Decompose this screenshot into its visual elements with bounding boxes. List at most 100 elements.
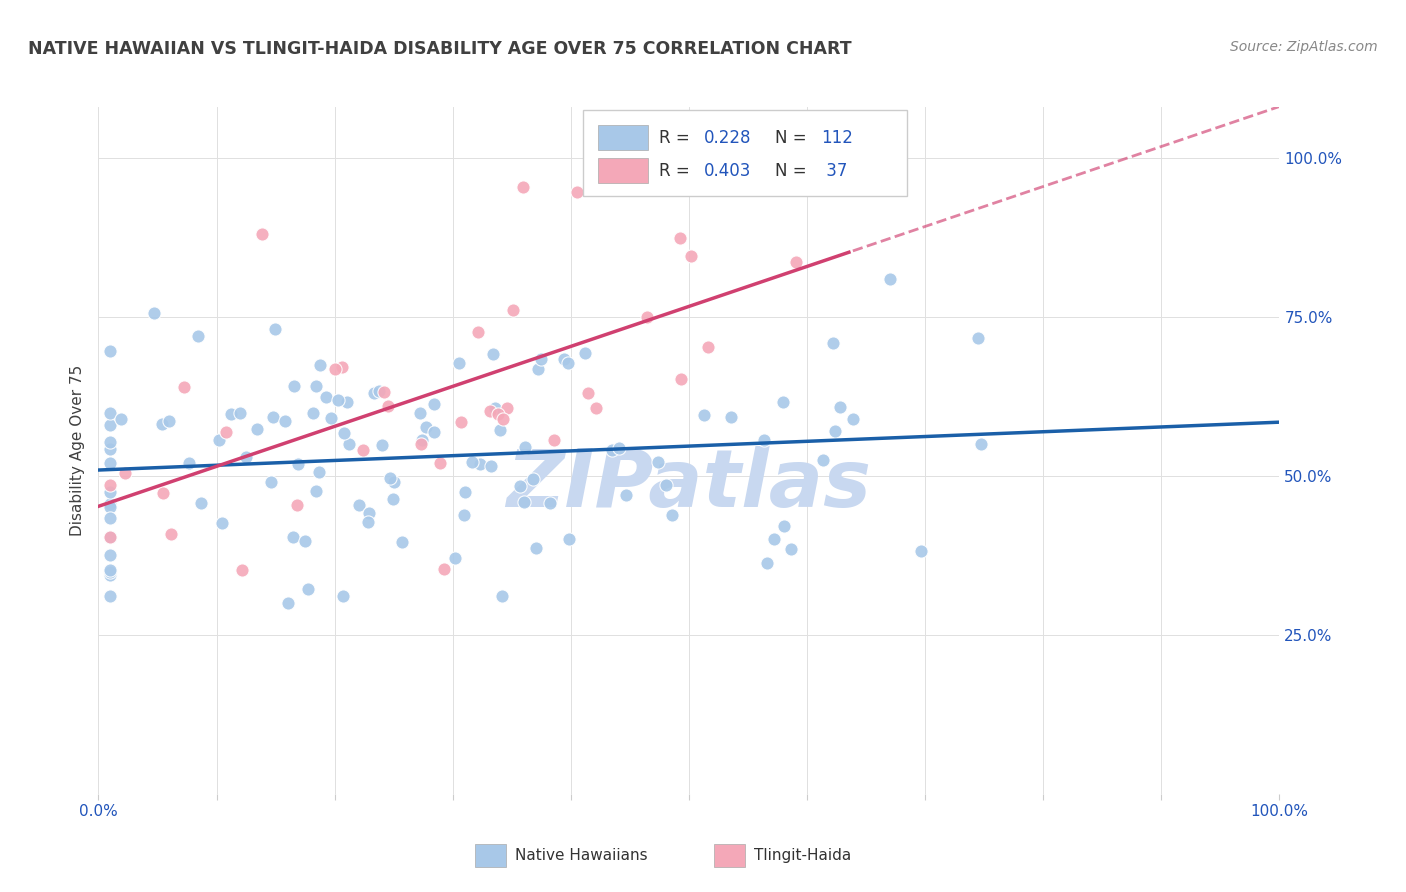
- Point: [305, 484, 328, 499]
- Point: [277, 596, 299, 610]
- Point: [482, 347, 505, 361]
- Point: [495, 401, 517, 415]
- Point: [377, 399, 399, 413]
- Point: [336, 394, 359, 409]
- Point: [669, 372, 692, 386]
- Point: [294, 533, 316, 548]
- Point: [98, 497, 121, 511]
- Point: [98, 589, 121, 603]
- Point: [287, 457, 309, 471]
- FancyBboxPatch shape: [598, 125, 648, 150]
- Point: [821, 335, 844, 350]
- Point: [98, 435, 121, 450]
- Point: [636, 310, 658, 325]
- Point: [98, 548, 121, 562]
- Point: [970, 437, 993, 451]
- Point: [380, 470, 402, 484]
- Point: [285, 498, 308, 512]
- Point: [382, 475, 405, 490]
- Point: [263, 322, 285, 336]
- Point: [879, 272, 901, 286]
- Point: [553, 351, 575, 366]
- Point: [411, 433, 433, 447]
- Point: [152, 486, 174, 500]
- Point: [453, 508, 475, 522]
- Point: [246, 422, 269, 436]
- Point: [98, 530, 121, 544]
- Point: [215, 425, 238, 439]
- Point: [415, 420, 437, 434]
- Point: [509, 479, 531, 493]
- Point: [429, 456, 451, 470]
- Point: [231, 563, 253, 577]
- Text: 0.228: 0.228: [704, 128, 752, 146]
- Point: [486, 408, 509, 422]
- Point: [352, 443, 374, 458]
- Point: [647, 455, 669, 469]
- Point: [98, 478, 121, 492]
- Point: [219, 407, 242, 421]
- Point: [152, 417, 174, 432]
- Point: [110, 412, 132, 426]
- Point: [319, 411, 342, 425]
- Point: [522, 472, 544, 486]
- Point: [98, 485, 121, 500]
- Point: [530, 352, 553, 367]
- Point: [229, 407, 252, 421]
- Point: [526, 362, 548, 376]
- Point: [576, 386, 599, 401]
- Point: [538, 496, 561, 510]
- Point: [98, 456, 121, 470]
- Text: 37: 37: [821, 161, 848, 180]
- FancyBboxPatch shape: [598, 159, 648, 183]
- Text: Tlingit-Haida: Tlingit-Haida: [754, 848, 851, 863]
- Point: [449, 356, 471, 370]
- Point: [574, 346, 596, 360]
- Point: [478, 403, 501, 417]
- Text: 112: 112: [821, 128, 853, 146]
- Point: [262, 409, 284, 424]
- Text: 0.403: 0.403: [704, 161, 752, 180]
- Point: [337, 436, 360, 450]
- FancyBboxPatch shape: [582, 111, 907, 196]
- Text: N =: N =: [775, 128, 813, 146]
- Point: [467, 325, 489, 339]
- Point: [841, 411, 863, 425]
- Point: [600, 443, 623, 458]
- Point: [513, 495, 536, 509]
- Point: [557, 356, 579, 370]
- Point: [391, 534, 413, 549]
- Point: [308, 465, 330, 479]
- Point: [423, 425, 446, 440]
- Point: [492, 412, 515, 426]
- Point: [543, 433, 565, 447]
- Point: [488, 423, 510, 437]
- Point: [260, 475, 283, 490]
- Point: [614, 488, 637, 502]
- Text: R =: R =: [659, 161, 696, 180]
- Point: [697, 340, 720, 354]
- Point: [332, 589, 354, 603]
- Point: [661, 508, 683, 523]
- Point: [98, 568, 121, 582]
- Point: [309, 358, 332, 372]
- Point: [484, 401, 506, 416]
- Point: [114, 466, 136, 480]
- Point: [720, 409, 742, 424]
- Point: [454, 484, 477, 499]
- Point: [98, 442, 121, 456]
- Point: [283, 378, 305, 392]
- Point: [235, 450, 257, 465]
- Point: [468, 457, 491, 471]
- Point: [655, 478, 678, 492]
- Point: [692, 409, 714, 423]
- Point: [357, 515, 380, 529]
- Point: [157, 414, 180, 428]
- Point: [142, 306, 165, 320]
- Point: [824, 424, 846, 438]
- Point: [609, 441, 631, 455]
- Point: [330, 360, 353, 375]
- Point: [98, 530, 121, 544]
- Point: [668, 231, 690, 245]
- Point: [281, 530, 304, 544]
